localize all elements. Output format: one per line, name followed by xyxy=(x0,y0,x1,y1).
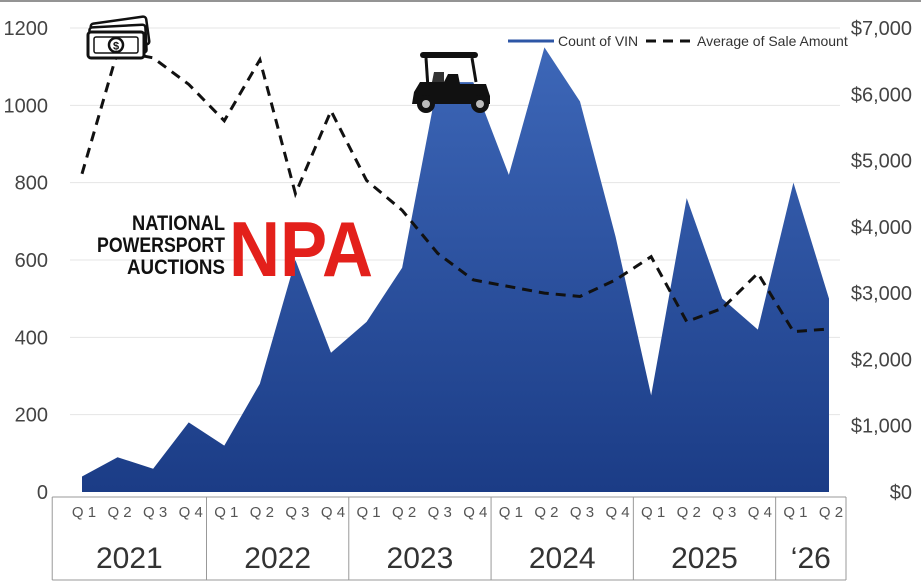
quarter-tick-label: Q 1 xyxy=(356,504,380,521)
left-tick-label: 1200 xyxy=(4,18,49,40)
count-of-vin-area xyxy=(82,47,829,492)
left-tick-label: 1000 xyxy=(4,95,49,117)
year-label: 2024 xyxy=(529,542,596,575)
quarter-tick-label: Q 2 xyxy=(677,504,701,521)
right-tick-label: $2,000 xyxy=(851,349,912,371)
year-label: 2021 xyxy=(96,542,163,575)
logo-text-national: NATIONAL xyxy=(132,212,225,235)
quarter-tick-label: Q 4 xyxy=(605,504,629,521)
right-tick-label: $4,000 xyxy=(851,217,912,239)
right-tick-label: $6,000 xyxy=(851,84,912,106)
legend-label-average-sale-amount: Average of Sale Amount xyxy=(697,33,848,49)
left-tick-label: 0 xyxy=(37,482,48,504)
year-label: ‘26 xyxy=(791,542,831,575)
left-tick-label: 400 xyxy=(15,327,48,349)
right-y-axis: $0 $1,000 $2,000 $3,000 $4,000 $5,000 $6,000 $7… xyxy=(851,18,912,504)
area-fill-count-of-vin xyxy=(82,47,829,492)
right-tick-label: $1,000 xyxy=(851,416,912,438)
quarter-tick-label: Q 2 xyxy=(534,504,558,521)
right-tick-label: $3,000 xyxy=(851,283,912,305)
year-label: 2023 xyxy=(387,542,454,575)
quarter-tick-label: Q 2 xyxy=(392,504,416,521)
quarter-tick-label: Q 2 xyxy=(250,504,274,521)
quarter-tick-label: Q 3 xyxy=(285,504,309,521)
left-y-axis: 0 200 400 600 800 1000 1200 xyxy=(4,18,49,504)
quarter-tick-label: Q 3 xyxy=(712,504,736,521)
quarter-tick-label: Q 3 xyxy=(143,504,167,521)
right-tick-label: $7,000 xyxy=(851,18,912,40)
quarter-tick-label: Q 1 xyxy=(72,504,96,521)
left-tick-label: 600 xyxy=(15,250,48,272)
quarter-tick-label: Q 3 xyxy=(428,504,452,521)
left-tick-label: 200 xyxy=(15,405,48,427)
quarter-tick-label: Q 2 xyxy=(819,504,843,521)
legend-label-count-of-vin: Count of VIN xyxy=(558,33,638,49)
left-tick-label: 800 xyxy=(15,173,48,195)
quarter-tick-label: Q 4 xyxy=(179,504,203,521)
svg-text:$: $ xyxy=(113,41,119,53)
quarter-tick-label: Q 1 xyxy=(783,504,807,521)
logo-text-powersport: POWERSPORT xyxy=(97,234,225,257)
quarter-tick-label: Q 4 xyxy=(321,504,345,521)
quarter-tick-label: Q 1 xyxy=(214,504,238,521)
year-label: 2022 xyxy=(244,542,311,575)
quarter-tick-label: Q 1 xyxy=(499,504,523,521)
quarter-tick-label: Q 2 xyxy=(107,504,131,521)
right-tick-label: $0 xyxy=(890,482,912,504)
quarter-tick-label: Q 3 xyxy=(570,504,594,521)
right-tick-label: $5,000 xyxy=(851,151,912,173)
logo-text-auctions: AUCTIONS xyxy=(127,256,225,279)
legend: Count of VIN Average of Sale Amount xyxy=(508,33,848,49)
year-label: 2025 xyxy=(671,542,738,575)
logo-mark-npa: NPA xyxy=(229,205,373,293)
golf-cart-icon xyxy=(412,52,490,113)
npa-logo: NATIONAL POWERSPORT AUCTIONS NPA xyxy=(97,205,373,293)
money-stack-icon: $ xyxy=(86,15,151,60)
quarter-tick-label: Q 4 xyxy=(463,504,487,521)
quarter-tick-label: Q 1 xyxy=(641,504,665,521)
x-axis: Q 1 Q 2 Q 3 Q 4 Q 1 Q 2 Q 3 Q 4 Q 1 Q 2 Q 3 Q 4 Q 1 Q… xyxy=(51,496,847,581)
quarter-tick-label: Q 4 xyxy=(748,504,772,521)
